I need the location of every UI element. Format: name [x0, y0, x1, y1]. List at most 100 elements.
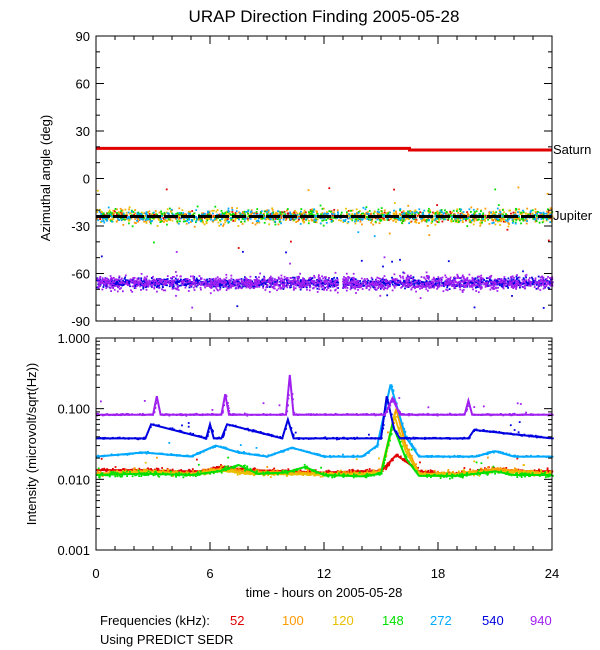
- azimuth-point-540khz: [472, 282, 474, 285]
- azimuth-point-120khz: [390, 217, 393, 220]
- azimuth-point-940khz: [436, 279, 439, 282]
- azimuth-point-940khz: [200, 277, 203, 280]
- azimuth-point-272khz: [102, 220, 105, 222]
- azimuth-point-940khz: [409, 283, 411, 286]
- azimuth-point-940khz: [437, 276, 440, 279]
- azimuth-point-272khz: [507, 218, 510, 221]
- azimuth-point-148khz: [255, 211, 258, 213]
- azimuth-y-tick-label: -60: [71, 267, 90, 282]
- azimuth-point-940khz: [279, 286, 281, 288]
- azimuth-point-148khz: [362, 212, 364, 215]
- azimuth-point-940khz: [352, 278, 355, 281]
- azimuth-point-100khz: [535, 217, 538, 220]
- azimuth-point-148khz: [417, 212, 420, 215]
- azimuth-point-100khz: [507, 222, 510, 224]
- azimuth-point-940khz: [165, 283, 168, 285]
- azimuth-point-540khz: [349, 278, 352, 281]
- azimuth-point-100khz: [517, 186, 520, 189]
- azimuth-point-540khz: [511, 280, 513, 282]
- azimuth-point-148khz: [109, 211, 112, 214]
- azimuth-point-940khz: [111, 277, 114, 280]
- azimuth-point-148khz: [515, 219, 518, 221]
- azimuth-point-272khz: [187, 212, 190, 215]
- azimuth-point-120khz: [480, 222, 482, 225]
- azimuth-point-940khz: [185, 278, 188, 281]
- azimuth-point-940khz: [497, 281, 500, 284]
- azimuth-point-120khz: [235, 212, 238, 215]
- azimuth-point-272khz: [403, 217, 405, 220]
- azimuth-point-272khz: [111, 220, 113, 223]
- azimuth-point-940khz: [457, 282, 460, 284]
- azimuth-point-940khz: [147, 285, 150, 288]
- azimuth-point-120khz: [303, 211, 306, 214]
- azimuth-point-540khz: [240, 278, 243, 280]
- azimuth-point-940khz: [98, 280, 101, 283]
- azimuth-point-940khz: [423, 285, 426, 288]
- azimuth-point-940khz: [137, 284, 139, 287]
- azimuth-point-120khz: [96, 211, 98, 213]
- azimuth-point-120khz: [108, 211, 110, 214]
- azimuth-point-540khz: [227, 282, 230, 284]
- azimuth-point-940khz: [411, 286, 414, 289]
- azimuth-point-940khz: [229, 280, 232, 283]
- azimuth-point-940khz: [478, 275, 481, 278]
- azimuth-point-148khz: [411, 213, 414, 215]
- azimuth-point-940khz: [271, 286, 274, 288]
- azimuth-point-940khz: [268, 281, 271, 284]
- azimuth-point-120khz: [128, 219, 130, 222]
- azimuth-point-940khz: [169, 283, 171, 286]
- azimuth-point-940khz: [345, 272, 348, 275]
- azimuth-point-100khz: [414, 221, 416, 223]
- azimuth-point-100khz: [157, 217, 160, 220]
- azimuth-point-52khz: [285, 217, 288, 220]
- azimuth-point-272khz: [361, 218, 364, 221]
- azimuth-point-940khz: [296, 276, 299, 278]
- azimuth-point-940khz: [549, 284, 552, 287]
- azimuth-point-940khz: [407, 278, 410, 281]
- azimuth-point-272khz: [366, 218, 369, 220]
- azimuth-point-100khz: [475, 218, 478, 220]
- azimuth-point-100khz: [460, 212, 463, 214]
- azimuth-point-540khz: [536, 283, 538, 286]
- azimuth-point-120khz: [155, 212, 157, 215]
- azimuth-point-148khz: [163, 211, 166, 214]
- azimuth-point-540khz: [527, 283, 529, 286]
- azimuth-point-540khz: [290, 284, 292, 286]
- azimuth-point-540khz: [442, 282, 445, 285]
- azimuth-point-272khz: [260, 210, 263, 213]
- azimuth-point-100khz: [250, 209, 253, 212]
- azimuth-point-540khz: [386, 282, 388, 285]
- azimuth-point-940khz: [542, 276, 545, 279]
- azimuth-point-540khz: [336, 277, 338, 279]
- azimuth-point-272khz: [506, 220, 509, 223]
- azimuth-point-940khz: [232, 280, 235, 283]
- azimuth-point-148khz: [328, 210, 331, 213]
- azimuth-point-940khz: [107, 281, 110, 284]
- azimuth-point-148khz: [124, 218, 126, 221]
- azimuth-point-940khz: [499, 281, 502, 284]
- azimuth-point-940khz: [268, 279, 271, 281]
- azimuth-point-540khz: [506, 283, 509, 286]
- azimuth-point-120khz: [545, 219, 548, 222]
- azimuth-point-52khz: [331, 215, 334, 218]
- azimuth-point-52khz: [162, 217, 165, 219]
- azimuth-point-148khz: [542, 213, 545, 216]
- azimuth-point-272khz: [499, 211, 502, 214]
- azimuth-point-120khz: [164, 219, 167, 222]
- azimuth-point-272khz: [140, 218, 143, 220]
- azimuth-point-148khz: [425, 218, 428, 221]
- azimuth-point-940khz: [471, 276, 474, 279]
- azimuth-point-940khz: [495, 286, 497, 289]
- azimuth-point-100khz: [266, 209, 268, 212]
- azimuth-point-940khz: [342, 286, 344, 289]
- azimuth-point-540khz: [260, 283, 263, 286]
- azimuth-point-272khz: [290, 217, 292, 220]
- azimuth-point-940khz: [143, 276, 146, 279]
- azimuth-point-940khz: [249, 282, 251, 285]
- azimuth-point-148khz: [308, 213, 311, 216]
- azimuth-point-272khz: [534, 217, 537, 220]
- azimuth-point-52khz: [374, 217, 377, 220]
- azimuth-point-940khz: [230, 277, 233, 280]
- azimuth-point-940khz: [482, 281, 485, 284]
- azimuth-point-940khz: [209, 292, 212, 295]
